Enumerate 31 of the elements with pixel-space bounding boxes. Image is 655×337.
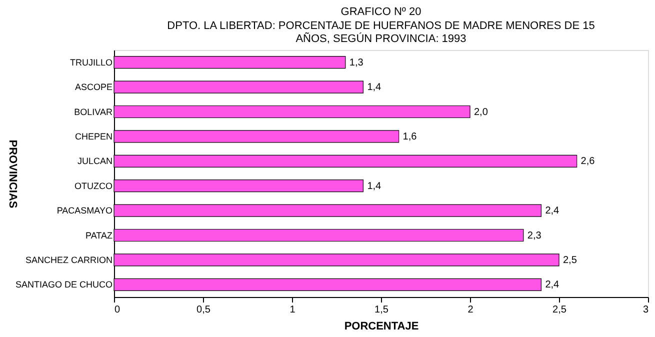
chart-title: GRAFICO Nº 20 [340,6,422,18]
x-tick-label: 1,5 [374,304,389,316]
data-label: 1,6 [402,131,418,142]
data-label: 1,4 [367,82,382,94]
data-label: 1,3 [349,57,364,68]
x-tick-label: 2 [468,304,474,316]
y-tick-label: ASCOPE [74,82,112,92]
y-tick-label: OTUZCO [74,180,112,191]
data-label: 2,0 [474,106,488,118]
x-axis-title: PORCENTAJE [344,320,419,332]
data-label: 2,3 [527,230,542,242]
y-tick-label: BOLIVAR [74,106,113,117]
x-tick-label: 0,5 [196,304,211,316]
y-tick-label: PATAZ [86,230,113,240]
x-tick-label: 2,5 [552,304,567,316]
x-tick-label: 0 [114,304,120,316]
data-label: 2,6 [580,156,596,168]
y-tick-label: PACASMAYO [56,206,112,216]
y-tick-label: CHEPEN [74,131,112,142]
chart-subtitle: DPTO. LA LIBERTAD: PORCENTAJE DE HUERFANOS DE MADRE MENORES DE 15 AÑOS, SEGÚN PROVINCIA: 1993 [167,20,595,45]
data-label: 1,4 [367,180,382,192]
x-tick-label: 3 [642,304,649,316]
y-axis-title: PROVINCIAS [6,140,18,208]
y-tick-label: JULCAN [77,156,112,166]
y-tick-label: SANTIAGO DE CHUCO [15,280,112,290]
y-tick-label: SANCHEZ CARRION [25,254,112,265]
data-label: 2,4 [545,206,560,217]
y-tick-label: TRUJILLO [70,57,112,68]
data-label: 2,5 [563,254,578,266]
x-tick-label: 1 [290,304,296,316]
data-label: 2,4 [545,280,560,291]
